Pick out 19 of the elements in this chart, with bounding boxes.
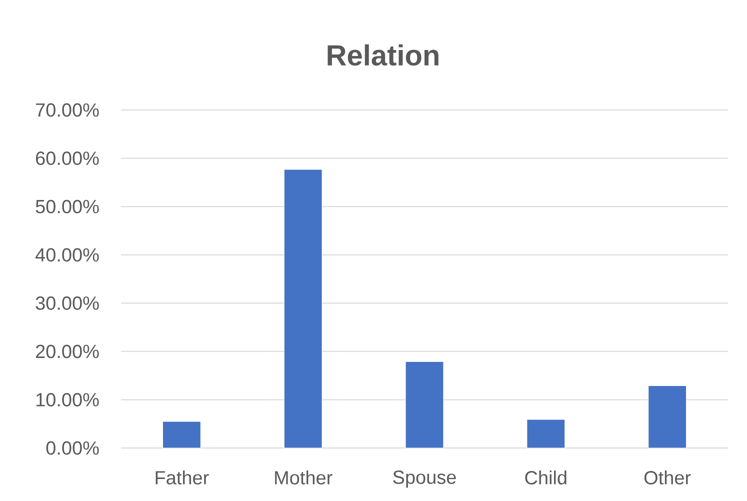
- bar: [526, 419, 566, 448]
- chart-title: Relation: [328, 44, 438, 66]
- y-tick-label: 50.00%: [36, 200, 99, 214]
- y-tick-label: 0.00%: [46, 441, 99, 455]
- x-tick-label: Spouse: [393, 470, 456, 488]
- x-tick-label: Father: [156, 470, 209, 484]
- y-tick-label: 60.00%: [36, 152, 99, 166]
- bar: [648, 385, 687, 448]
- bar: [162, 421, 202, 448]
- x-tick-label: Mother: [275, 470, 332, 484]
- x-tick-label: Child: [525, 470, 566, 484]
- y-tick-label: 40.00%: [35, 248, 99, 262]
- y-tick-label: 20.00%: [36, 344, 99, 358]
- x-tick-label: Other: [644, 470, 691, 484]
- y-tick-label: 10.00%: [36, 392, 99, 406]
- bar: [284, 169, 322, 448]
- bar: [405, 361, 444, 448]
- y-tick-label: 30.00%: [36, 296, 99, 310]
- y-tick-label: 70.00%: [36, 103, 99, 117]
